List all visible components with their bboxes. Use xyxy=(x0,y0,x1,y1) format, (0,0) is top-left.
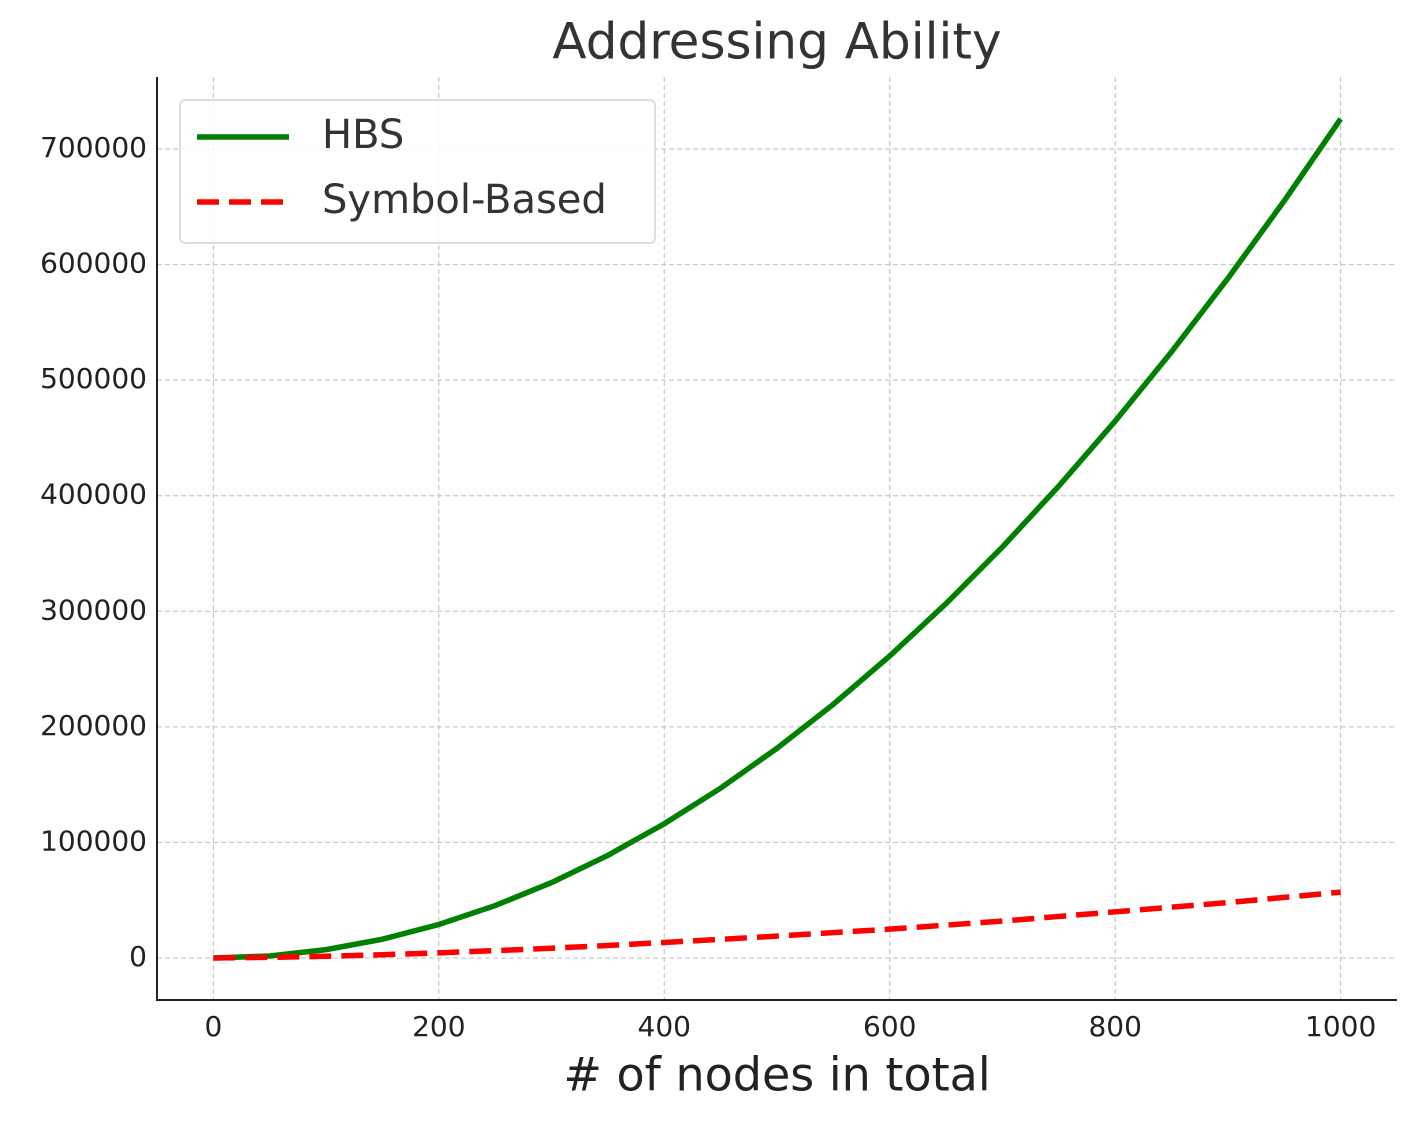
y-tick-label: 300000 xyxy=(40,593,147,626)
data-line xyxy=(213,117,1343,961)
x-tick-label: 800 xyxy=(1088,1010,1141,1043)
x-axis-label: # of nodes in total xyxy=(563,1048,990,1102)
y-tick-label: 500000 xyxy=(40,362,147,395)
y-tick-label: 0 xyxy=(129,940,147,973)
x-tick-label: 0 xyxy=(204,1010,222,1043)
x-tick-label: 600 xyxy=(863,1010,916,1043)
y-tick-label: 100000 xyxy=(40,824,147,857)
chart-title: Addressing Ability xyxy=(552,13,1001,71)
x-tick-label: 400 xyxy=(638,1010,691,1043)
data-line xyxy=(213,889,1341,961)
y-tick-label: 200000 xyxy=(40,709,147,742)
y-tick-label: 600000 xyxy=(40,247,147,280)
y-tick-label: 400000 xyxy=(40,478,147,511)
legend-box xyxy=(179,99,656,244)
legend-label: HBS xyxy=(322,112,404,158)
legend-label: Symbol-Based xyxy=(322,177,607,223)
x-tick-label: 1000 xyxy=(1305,1010,1376,1043)
x-tick-label: 200 xyxy=(412,1010,465,1043)
y-tick-label: 700000 xyxy=(40,131,147,164)
